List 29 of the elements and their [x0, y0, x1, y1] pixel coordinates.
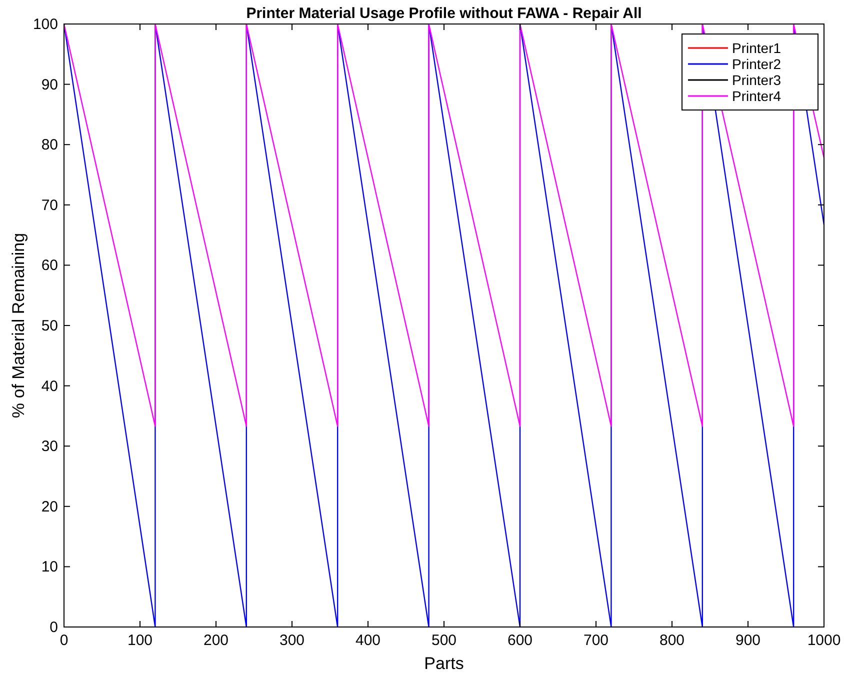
y-tick-label: 80 — [41, 136, 58, 154]
legend-label: Printer4 — [732, 88, 782, 104]
chart-title: Printer Material Usage Profile without FAWA - Repair All — [246, 5, 642, 22]
x-tick-label: 900 — [735, 632, 761, 649]
y-tick-label: 100 — [32, 16, 58, 33]
x-tick-label: 800 — [659, 632, 685, 649]
y-tick-label: 60 — [41, 257, 58, 274]
legend-label: Printer3 — [732, 72, 782, 88]
y-tick-label: 70 — [41, 196, 58, 214]
x-axis-title: Parts — [424, 654, 464, 673]
legend-label: Printer1 — [732, 40, 782, 56]
x-tick-label: 300 — [279, 632, 305, 649]
y-axis-title: % of Material Remaining — [9, 232, 28, 418]
x-tick-label: 700 — [583, 632, 609, 649]
y-tick-label: 0 — [50, 619, 58, 636]
x-tick-label: 200 — [203, 632, 229, 649]
legend-label: Printer2 — [732, 56, 782, 72]
x-tick-label: 600 — [507, 632, 533, 649]
y-tick-label: 50 — [41, 318, 58, 334]
x-tick-label: 1000 — [807, 632, 841, 649]
x-tick-label: 400 — [355, 632, 381, 649]
y-tick-label: 40 — [41, 378, 58, 395]
y-tick-label: 10 — [41, 558, 58, 576]
x-tick-label: 500 — [431, 632, 457, 649]
y-tick-label: 90 — [41, 76, 58, 94]
x-tick-label: 0 — [60, 632, 68, 649]
y-tick-label: 20 — [41, 498, 58, 516]
y-tick-label: 30 — [41, 438, 58, 456]
x-tick-label: 100 — [127, 632, 153, 649]
